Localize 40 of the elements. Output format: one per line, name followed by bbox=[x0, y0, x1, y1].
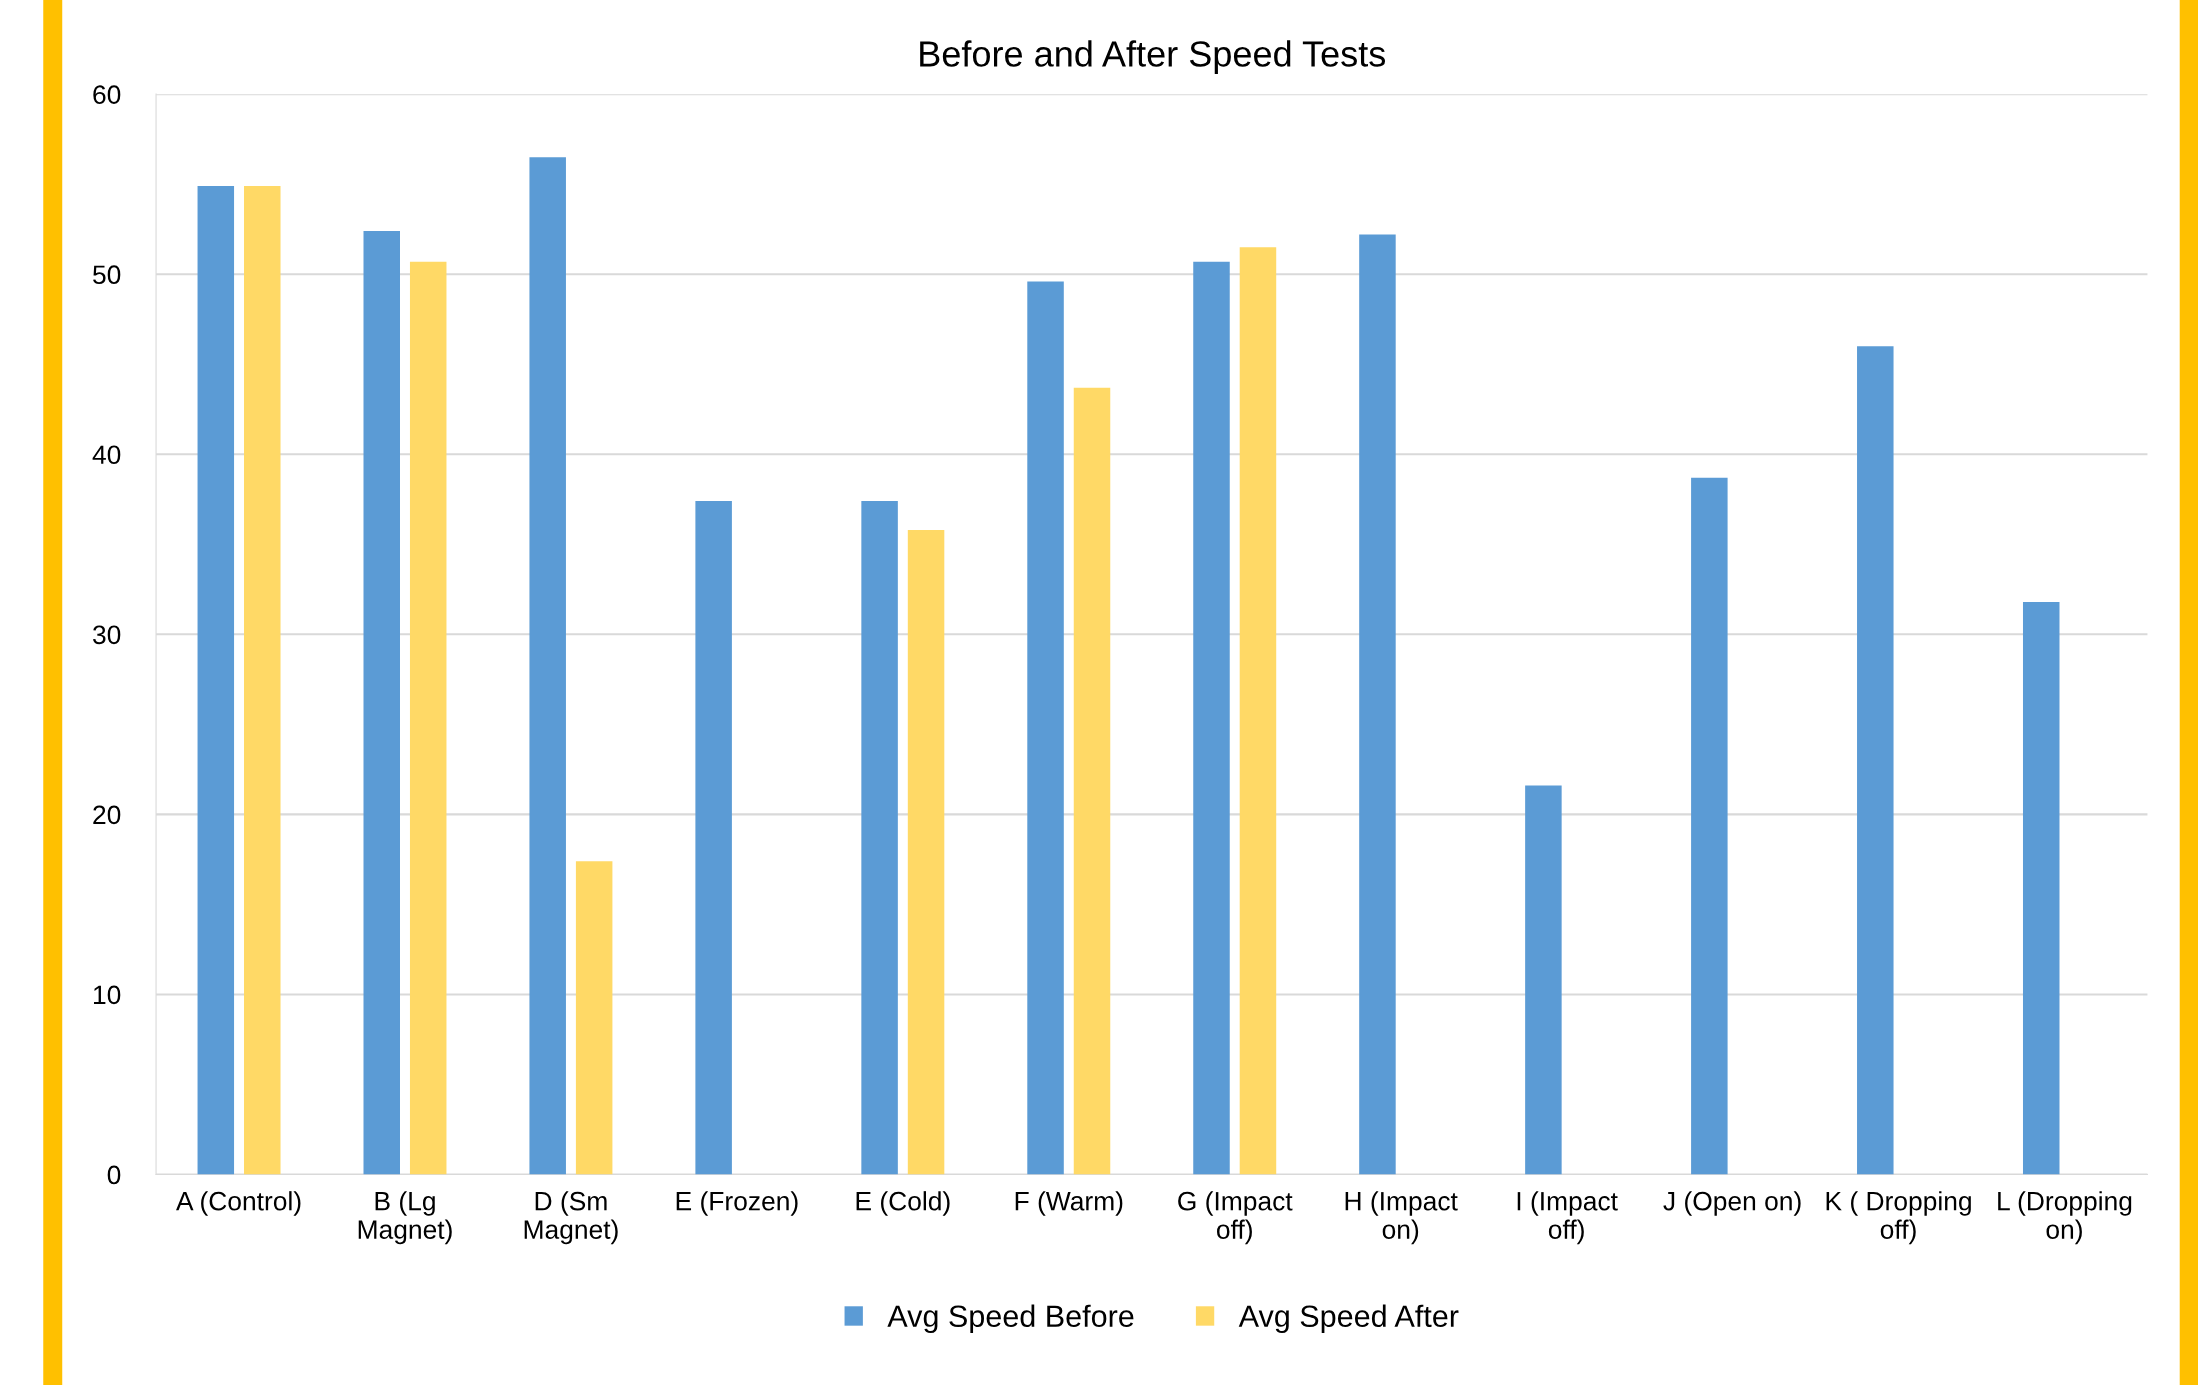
bar bbox=[197, 186, 235, 1175]
legend-label: Avg Speed Before bbox=[887, 1304, 1134, 1334]
bar bbox=[244, 186, 281, 1175]
y-tick-label: 60 bbox=[93, 85, 121, 104]
y-tick-label: 30 bbox=[92, 625, 121, 645]
bar bbox=[2022, 601, 2060, 1175]
x-tick-label: B (Lg Magnet) bbox=[358, 1191, 452, 1245]
x-tick-label: G (Impact off) bbox=[1178, 1191, 1293, 1245]
legend-label: Avg Speed After bbox=[1238, 1304, 1459, 1334]
bar bbox=[529, 157, 566, 1175]
x-tick-label: I (Impact off) bbox=[1517, 1191, 1618, 1245]
bar bbox=[363, 231, 400, 1175]
y-tick-label: 0 bbox=[107, 1165, 121, 1185]
x-tick-label: A (Control) bbox=[176, 1191, 301, 1216]
bar bbox=[861, 501, 898, 1175]
bar bbox=[1239, 247, 1277, 1175]
y-tick-label: 10 bbox=[94, 985, 121, 1005]
y-tick-label: 20 bbox=[93, 805, 121, 825]
x-tick-label: E (Frozen) bbox=[676, 1191, 798, 1216]
chart-title: Before and After Speed Tests bbox=[920, 40, 1386, 74]
x-tick-label: H (Impact on) bbox=[1345, 1191, 1458, 1245]
y-tick-label: 50 bbox=[93, 265, 121, 285]
bar bbox=[1193, 261, 1230, 1175]
bar bbox=[1027, 281, 1064, 1175]
bar bbox=[1073, 387, 1111, 1175]
bar bbox=[575, 861, 613, 1175]
bar bbox=[907, 529, 945, 1175]
x-tick-label: J (Open on) bbox=[1663, 1191, 1801, 1216]
bar bbox=[1359, 234, 1396, 1175]
y-tick-label: 40 bbox=[92, 445, 121, 465]
x-tick-label: F (Warm) bbox=[1015, 1191, 1123, 1216]
bar bbox=[409, 261, 447, 1175]
bar bbox=[1857, 346, 1894, 1175]
bar bbox=[695, 501, 732, 1175]
x-tick-label: D (Sm Magnet) bbox=[524, 1191, 618, 1245]
bar bbox=[1525, 785, 1562, 1175]
x-tick-label: E (Cold) bbox=[856, 1191, 950, 1216]
bar bbox=[1691, 477, 1728, 1175]
x-tick-label: L (Dropping on) bbox=[1998, 1191, 2132, 1245]
x-tick-label: K ( Dropping off) bbox=[1826, 1191, 1971, 1245]
